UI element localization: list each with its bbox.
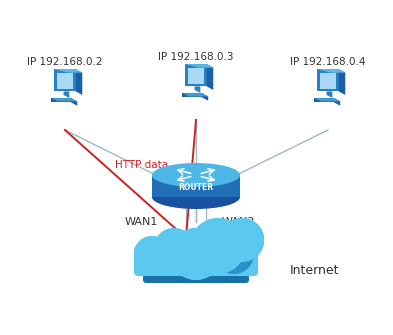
Polygon shape (64, 91, 69, 98)
Polygon shape (57, 73, 73, 89)
Polygon shape (182, 93, 208, 96)
FancyBboxPatch shape (152, 175, 240, 197)
Polygon shape (317, 69, 339, 91)
Polygon shape (51, 98, 71, 102)
Text: WAN1: WAN1 (125, 217, 158, 227)
Polygon shape (182, 93, 202, 97)
Text: IP 192.168.0.3: IP 192.168.0.3 (158, 52, 234, 62)
Text: ROUTER: ROUTER (178, 183, 213, 192)
Circle shape (190, 218, 246, 274)
Text: IP 192.168.0.4: IP 192.168.0.4 (290, 57, 366, 67)
Polygon shape (76, 69, 82, 95)
Circle shape (220, 218, 264, 262)
Ellipse shape (152, 185, 240, 209)
FancyBboxPatch shape (143, 263, 249, 283)
Polygon shape (195, 86, 200, 93)
Circle shape (170, 228, 222, 280)
Polygon shape (334, 98, 340, 106)
Ellipse shape (152, 163, 240, 187)
Polygon shape (54, 69, 82, 73)
Circle shape (220, 218, 264, 262)
Circle shape (170, 228, 222, 280)
Circle shape (220, 218, 264, 262)
Circle shape (218, 242, 250, 274)
Polygon shape (202, 93, 208, 101)
Text: HTTP data: HTTP data (115, 160, 168, 170)
Polygon shape (314, 98, 340, 102)
Circle shape (134, 236, 170, 272)
Circle shape (154, 228, 194, 268)
Polygon shape (207, 64, 213, 90)
Polygon shape (51, 98, 77, 102)
Circle shape (214, 234, 254, 274)
Polygon shape (317, 69, 345, 73)
Circle shape (190, 218, 246, 274)
Circle shape (134, 236, 170, 272)
Polygon shape (188, 68, 204, 84)
Circle shape (154, 228, 194, 268)
FancyBboxPatch shape (134, 246, 258, 276)
Polygon shape (54, 69, 76, 91)
Text: WAN2: WAN2 (222, 217, 255, 227)
Polygon shape (327, 91, 332, 98)
Polygon shape (339, 69, 345, 95)
Polygon shape (185, 64, 213, 68)
Text: Internet: Internet (290, 264, 340, 276)
Polygon shape (71, 98, 77, 106)
Polygon shape (314, 98, 334, 102)
Polygon shape (320, 73, 336, 89)
Polygon shape (185, 64, 207, 86)
Text: IP 192.168.0.2: IP 192.168.0.2 (27, 57, 103, 67)
